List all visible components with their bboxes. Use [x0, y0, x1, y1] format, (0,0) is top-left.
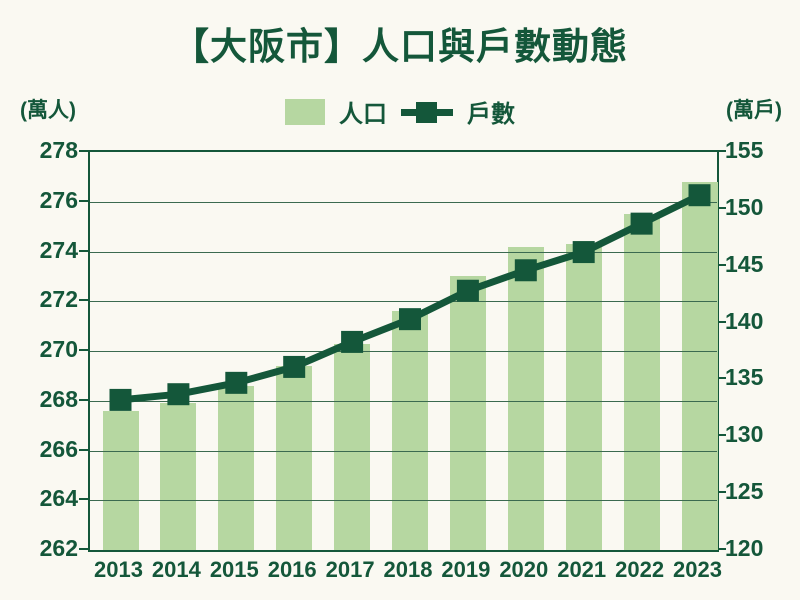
population-bar: [276, 365, 313, 550]
right-axis-tick: 140: [725, 307, 764, 334]
x-axis-label: 2019: [441, 557, 491, 582]
left-axis-tick: 270: [39, 336, 78, 362]
x-axis-label: 2018: [383, 557, 433, 582]
gridline: [90, 251, 717, 253]
right-axis-tick: 120: [725, 535, 764, 561]
right-tick-mark: [717, 377, 726, 380]
right-tick-mark: [717, 434, 726, 437]
population-bar: [565, 244, 602, 550]
x-axis-label: 2016: [267, 557, 317, 582]
gridline: [90, 351, 717, 352]
x-axis-label: 2021: [557, 557, 607, 582]
households-marker: 2014: 133.7: [167, 383, 190, 406]
right-tick-mark: [717, 320, 726, 323]
right-axis-unit: (萬戶): [726, 99, 782, 122]
left-tick-mark: [79, 150, 88, 152]
households-marker: 2016: 136.1: [283, 355, 306, 378]
right-axis-tick: 135: [725, 364, 764, 391]
chart-title: 【大阪市】人口與戶數動態: [172, 26, 628, 67]
households-marker: 2022: 148.7: [630, 212, 653, 235]
right-tick-mark: [717, 150, 726, 152]
households-marker: 2015: 134.7: [225, 371, 248, 394]
x-axis-label: 2014: [151, 557, 201, 582]
x-axis-label: 2015: [209, 557, 259, 582]
population-bar: [334, 343, 371, 550]
left-axis-tick: 268: [39, 385, 78, 412]
households-line-chart: 2013: 133.2 2014: 133.7 2015: 134.7 2016: 1…: [109, 184, 711, 411]
gridline: [90, 400, 717, 402]
right-axis-tick: 155: [725, 137, 764, 163]
gridline: [90, 500, 717, 502]
left-tick-mark: [79, 548, 88, 550]
left-axis-tick: 276: [39, 186, 78, 213]
left-axis-tick: 262: [39, 535, 78, 561]
x-axis-label: 2022: [615, 557, 665, 582]
left-tick-mark: [79, 398, 88, 401]
households-marker: 2023: 151.2: [688, 184, 711, 207]
legend: 人口 戶數: [0, 94, 800, 129]
gridline: [90, 450, 717, 452]
left-tick-mark: [79, 448, 88, 451]
x-axis-label: 2017: [325, 557, 375, 582]
right-axis-tick: 130: [725, 421, 764, 448]
households-marker: 2013: 133.2: [109, 388, 132, 411]
left-axis-tick: 266: [39, 435, 78, 462]
left-axis-tick: 272: [39, 286, 78, 313]
right-axis-tick: 125: [725, 478, 764, 505]
gridline: [90, 201, 717, 203]
population-bar: [623, 214, 660, 550]
left-tick-mark: [79, 249, 88, 252]
right-tick-mark: [717, 548, 726, 550]
left-tick-mark: [79, 199, 88, 202]
households-legend-marker-icon: [401, 99, 453, 125]
households-marker: 2019: 142.8: [456, 279, 479, 302]
population-bar: [218, 385, 255, 550]
x-axis-label: 2023: [673, 557, 722, 582]
households-line: [120, 192, 702, 404]
plot-area: 2013: 133.2 2014: 133.7 2015: 134.7 2016: 1…: [88, 150, 719, 552]
population-bar: [507, 246, 544, 550]
households-marker: 2020: 144.6: [514, 259, 537, 282]
left-axis-tick: 274: [39, 236, 78, 263]
population-bar: [102, 410, 139, 550]
left-axis-unit: (萬人): [20, 99, 76, 122]
households-marker: 2017: 138.3: [341, 330, 364, 353]
left-axis-tick: 264: [39, 485, 78, 512]
right-tick-mark: [717, 263, 726, 266]
right-axis-tick: 150: [725, 193, 764, 220]
right-tick-mark: [717, 491, 726, 494]
left-tick-mark: [79, 498, 88, 501]
left-tick-mark: [79, 349, 88, 351]
population-legend-label: 人口: [339, 101, 387, 128]
left-axis-tick: 278: [39, 137, 78, 163]
x-axis-label: 2020: [499, 557, 549, 582]
population-legend-swatch: [285, 98, 325, 125]
right-axis-tick: 145: [725, 250, 764, 277]
x-axis-label: 2013: [94, 557, 143, 582]
households-legend-label: 戶數: [467, 101, 515, 128]
gridline: [90, 301, 717, 303]
population-bar: [160, 403, 197, 550]
population-bar: [681, 181, 718, 550]
households-marker: 2021: 146.2: [572, 241, 595, 264]
households-marker: 2018: 140.3: [399, 308, 421, 331]
right-tick-mark: [717, 206, 726, 209]
population-bar: [449, 276, 486, 550]
left-tick-mark: [79, 299, 88, 302]
